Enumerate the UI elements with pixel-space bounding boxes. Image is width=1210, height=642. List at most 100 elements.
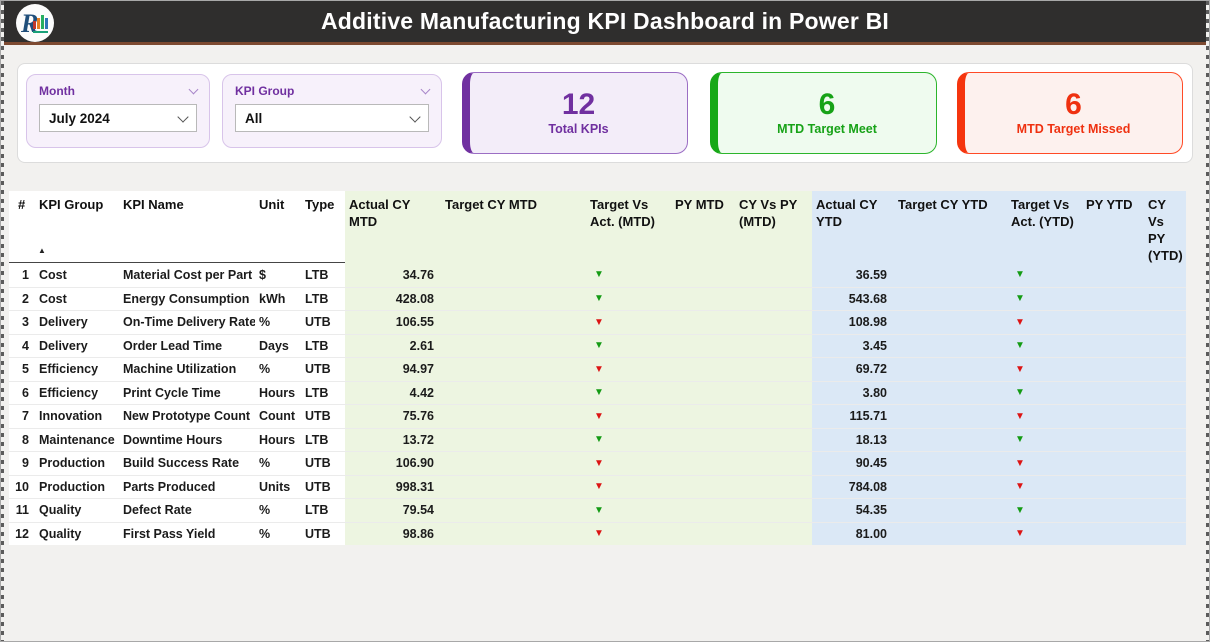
cell-kpi-group: Delivery <box>39 338 88 353</box>
cell-index: 2 <box>22 291 29 306</box>
column-header-index[interactable]: # <box>18 197 26 212</box>
table-row[interactable]: 10 Production Parts Produced Units UTB 998.31… <box>9 474 1186 498</box>
mtd-status-triangle-icon: ▼ <box>586 428 671 451</box>
month-dropdown[interactable]: July 2024 <box>39 104 197 132</box>
cell-index: 7 <box>22 409 29 424</box>
cell-target-cy-mtd <box>441 405 586 428</box>
cell-type: LTB <box>305 503 329 518</box>
cell-type: UTB <box>305 315 331 330</box>
column-header-target-cy-ytd[interactable]: Target CY YTD <box>894 191 1007 265</box>
mtd-status-triangle-icon: ▼ <box>586 358 671 381</box>
column-header-kpi-name[interactable]: KPI Name <box>123 197 184 212</box>
cell-kpi-name: Downtime Hours <box>123 432 223 447</box>
cell-cy-vs-py-ytd <box>1144 475 1186 498</box>
ytd-status-triangle-icon: ▼ <box>1007 358 1082 381</box>
ytd-status-triangle-icon: ▼ <box>1007 334 1082 357</box>
ytd-status-triangle-icon: ▼ <box>1007 405 1082 428</box>
column-header-py-mtd[interactable]: PY MTD <box>671 191 735 265</box>
cell-cy-vs-py-ytd <box>1144 381 1186 404</box>
cell-index: 8 <box>22 432 29 447</box>
sort-ascending-icon: ▲ <box>38 246 46 255</box>
cell-actual-cy-mtd: 106.55 <box>345 311 441 334</box>
cell-cy-vs-py-mtd <box>735 311 812 334</box>
cell-kpi-name: Energy Consumption <box>123 291 250 306</box>
cell-unit: % <box>259 526 271 541</box>
table-row[interactable]: 3 Delivery On-Time Delivery Rate% UTB 106.55… <box>9 310 1186 334</box>
cell-index: 3 <box>22 315 29 330</box>
cell-actual-cy-mtd: 13.72 <box>345 428 441 451</box>
table-row[interactable]: 2 Cost Energy Consumption kWh LTB 428.08 ▼ 543.… <box>9 286 1186 310</box>
table-row[interactable]: 9 Production Build Success Rate% UTB 106.90 ▼… <box>9 451 1186 475</box>
ytd-status-triangle-icon: ▼ <box>1007 499 1082 522</box>
cell-target-cy-mtd <box>441 452 586 475</box>
cell-kpi-name: New Prototype Count <box>123 409 251 424</box>
mtd-target-meet-label: MTD Target Meet <box>777 122 877 136</box>
column-header-kpi-group[interactable]: KPI Group <box>39 197 104 212</box>
cell-actual-cy-ytd: 69.72 <box>812 358 894 381</box>
cell-cy-vs-py-mtd <box>735 381 812 404</box>
column-header-actual-cy-mtd[interactable]: Actual CY MTD <box>345 191 441 265</box>
table-row[interactable]: 6 Efficiency Print Cycle Time Hours LTB 4.42 ▼… <box>9 380 1186 404</box>
chevron-down-icon[interactable] <box>188 84 199 95</box>
cell-index: 11 <box>15 503 29 518</box>
table-row[interactable]: 4 Delivery Order Lead Time Days LTB 2.61 ▼ 3.45… <box>9 333 1186 357</box>
column-header-cy-vs-py-mtd[interactable]: CY Vs PY (MTD) <box>735 191 812 265</box>
cell-cy-vs-py-mtd <box>735 287 812 310</box>
cell-actual-cy-mtd: 428.08 <box>345 287 441 310</box>
cell-index: 1 <box>22 267 29 282</box>
cell-cy-vs-py-ytd <box>1144 428 1186 451</box>
cell-cy-vs-py-ytd <box>1144 358 1186 381</box>
column-header-py-ytd[interactable]: PY YTD <box>1082 191 1144 265</box>
column-header-cy-vs-py-ytd[interactable]: CY Vs PY (YTD) <box>1144 191 1186 265</box>
cell-unit: Hours <box>259 432 296 447</box>
total-kpis-card: 12 Total KPIs <box>462 72 688 154</box>
column-header-type[interactable]: Type <box>305 197 335 212</box>
cell-actual-cy-mtd: 4.42 <box>345 381 441 404</box>
table-row[interactable]: 8 Maintenance Downtime Hours Hours LTB 13.72 ▼… <box>9 427 1186 451</box>
cell-unit: % <box>259 362 271 377</box>
column-header-target-vs-act-mtd[interactable]: Target Vs Act. (MTD) <box>586 191 671 265</box>
kpi-group-dropdown[interactable]: All <box>235 104 429 132</box>
chevron-down-icon <box>177 110 189 123</box>
cell-cy-vs-py-mtd <box>735 358 812 381</box>
mtd-status-triangle-icon: ▼ <box>586 311 671 334</box>
cell-actual-cy-mtd: 998.31 <box>345 475 441 498</box>
table-row[interactable]: 7 Innovation New Prototype Count Count UTB 75… <box>9 404 1186 428</box>
cell-py-mtd <box>671 428 735 451</box>
table-row[interactable]: 5 Efficiency Machine Utilization% UTB 94.97 ▼… <box>9 357 1186 381</box>
cell-actual-cy-mtd: 94.97 <box>345 358 441 381</box>
cell-target-cy-ytd <box>894 428 1007 451</box>
cell-py-ytd <box>1082 522 1144 545</box>
ytd-status-triangle-icon: ▼ <box>1007 475 1082 498</box>
cell-target-cy-ytd <box>894 358 1007 381</box>
cell-cy-vs-py-ytd <box>1144 405 1186 428</box>
cell-py-ytd <box>1082 287 1144 310</box>
cell-actual-cy-ytd: 784.08 <box>812 475 894 498</box>
cell-kpi-group: Quality <box>39 503 82 518</box>
cell-target-cy-mtd <box>441 263 586 287</box>
filter-panel: Month July 2024 KPI Group All 12 Total K… <box>17 63 1193 163</box>
cell-target-cy-ytd <box>894 475 1007 498</box>
column-header-target-cy-mtd[interactable]: Target CY MTD <box>441 191 586 265</box>
column-header-unit[interactable]: Unit <box>259 197 285 212</box>
cell-unit: Units <box>259 479 291 494</box>
mtd-target-missed-label: MTD Target Missed <box>1016 122 1131 136</box>
table-row[interactable]: 1 Cost Material Cost per Part $ LTB 34.76 ▼ 36.… <box>9 263 1186 287</box>
cell-actual-cy-ytd: 90.45 <box>812 452 894 475</box>
cell-cy-vs-py-mtd <box>735 475 812 498</box>
table-row[interactable]: 12 Quality First Pass Yield% UTB 98.86 ▼ 81.00… <box>9 521 1186 545</box>
mtd-status-triangle-icon: ▼ <box>586 263 671 287</box>
cell-target-cy-ytd <box>894 499 1007 522</box>
chevron-down-icon[interactable] <box>420 84 431 95</box>
column-header-actual-cy-ytd[interactable]: Actual CY YTD <box>812 191 894 265</box>
cell-kpi-group: Production <box>39 456 105 471</box>
cell-actual-cy-mtd: 79.54 <box>345 499 441 522</box>
cell-type: UTB <box>305 526 331 541</box>
cell-actual-cy-ytd: 36.59 <box>812 263 894 287</box>
table-row[interactable]: 11 Quality Defect Rate% LTB 79.54 ▼ 54.35 ▼ <box>9 498 1186 522</box>
cell-actual-cy-ytd: 81.00 <box>812 522 894 545</box>
column-header-target-vs-act-ytd[interactable]: Target Vs Act. (YTD) <box>1007 191 1082 265</box>
kpi-table: # KPI Group KPI Name Unit Type Actual CY… <box>9 191 1186 545</box>
cell-target-cy-mtd <box>441 358 586 381</box>
cell-type: UTB <box>305 362 331 377</box>
